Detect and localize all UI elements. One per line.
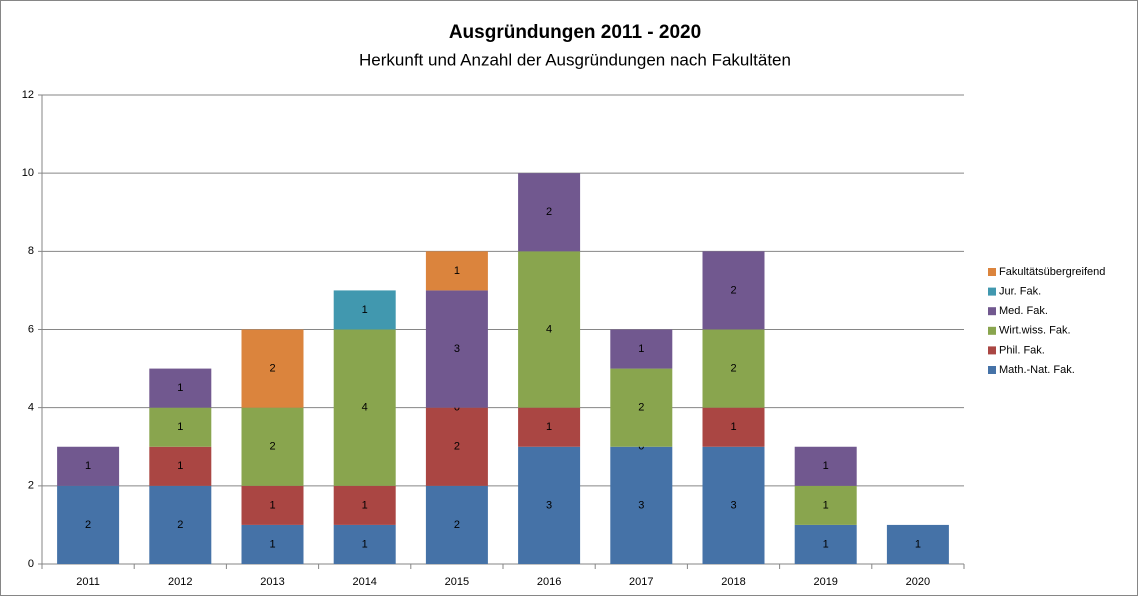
x-tick-label: 2013 xyxy=(260,576,284,588)
y-tick-label: 10 xyxy=(22,167,34,179)
data-label: 2 xyxy=(546,206,552,218)
data-label: 1 xyxy=(823,499,829,511)
y-tick-label: 2 xyxy=(28,480,34,492)
data-label: 4 xyxy=(546,323,552,335)
legend-swatch xyxy=(988,287,996,296)
bar-segment xyxy=(794,446,857,486)
bar-segment xyxy=(610,446,673,564)
data-label: 1 xyxy=(823,460,829,472)
bar-segment xyxy=(702,251,765,330)
legend-label: Med. Fak. xyxy=(999,305,1048,317)
data-label: 3 xyxy=(730,499,736,511)
data-label: 2 xyxy=(730,284,736,296)
y-tick-label: 6 xyxy=(28,323,34,335)
data-label: 1 xyxy=(362,538,368,550)
data-label: 1 xyxy=(177,421,183,433)
bar-segment xyxy=(794,524,857,564)
y-tick-label: 0 xyxy=(28,558,34,570)
data-label: 3 xyxy=(638,499,644,511)
legend-label: Wirt.wiss. Fak. xyxy=(999,325,1071,337)
bar-segment xyxy=(149,485,212,564)
y-tick-label: 4 xyxy=(28,402,34,414)
bar-segment xyxy=(702,407,765,447)
x-tick-label: 2018 xyxy=(721,576,745,588)
bar-segment xyxy=(886,524,949,564)
bar-segment xyxy=(518,251,581,408)
legend-label: Fakultätsübergreifend xyxy=(999,266,1105,278)
bar-segment xyxy=(794,485,857,525)
bar-segment xyxy=(57,485,120,564)
bar-segment xyxy=(425,251,488,291)
x-tick-label: 2014 xyxy=(352,576,376,588)
data-label: 1 xyxy=(638,343,644,355)
data-label: 3 xyxy=(454,343,460,355)
bar-segment xyxy=(333,524,396,564)
data-label: 1 xyxy=(177,382,183,394)
bar-segment xyxy=(518,173,581,252)
bar-segment xyxy=(333,485,396,525)
bar-segment xyxy=(425,407,488,486)
legend-swatch xyxy=(988,307,996,316)
bar-segment xyxy=(149,446,212,486)
chart-title: Ausgründungen 2011 - 2020 xyxy=(449,22,701,43)
data-label: 1 xyxy=(546,421,552,433)
x-tick-label: 2017 xyxy=(629,576,653,588)
data-label: 2 xyxy=(454,441,460,453)
data-label: 1 xyxy=(269,499,275,511)
data-label: 1 xyxy=(915,538,921,550)
bar-segment xyxy=(241,485,304,525)
legend-label: Phil. Fak. xyxy=(999,344,1045,356)
legend-swatch xyxy=(988,346,996,355)
bar-segment xyxy=(149,407,212,447)
data-label: 1 xyxy=(362,499,368,511)
data-label: 2 xyxy=(269,441,275,453)
legend-label: Jur. Fak. xyxy=(999,286,1041,298)
data-label: 2 xyxy=(454,519,460,531)
data-label: 2 xyxy=(177,519,183,531)
x-tick-label: 2011 xyxy=(76,576,100,588)
y-tick-label: 8 xyxy=(28,245,34,257)
data-label: 2 xyxy=(269,362,275,374)
bar-segment xyxy=(241,329,304,408)
legend-swatch xyxy=(988,326,996,335)
x-tick-label: 2019 xyxy=(813,576,837,588)
x-tick-label: 2015 xyxy=(445,576,469,588)
bar-segment xyxy=(518,407,581,447)
data-label: 4 xyxy=(362,402,368,414)
bar-segment xyxy=(333,329,396,486)
bar-segment xyxy=(425,290,488,408)
data-label: 1 xyxy=(362,304,368,316)
data-label: 1 xyxy=(269,538,275,550)
bar-segment xyxy=(610,329,673,369)
legend-label: Math.-Nat. Fak. xyxy=(999,364,1075,376)
data-label: 1 xyxy=(454,265,460,277)
data-label: 3 xyxy=(546,499,552,511)
data-label: 2 xyxy=(638,402,644,414)
x-tick-label: 2012 xyxy=(168,576,192,588)
data-label: 1 xyxy=(730,421,736,433)
bar-segment xyxy=(610,368,673,447)
bar-segment xyxy=(149,368,212,408)
chart-subtitle: Herkunft und Anzahl der Ausgründungen na… xyxy=(359,50,791,69)
bar-segment xyxy=(241,407,304,486)
legend-swatch xyxy=(988,366,996,374)
data-label: 1 xyxy=(85,460,91,472)
data-label: 2 xyxy=(730,362,736,374)
y-tick-label: 12 xyxy=(22,89,34,101)
bar-segment xyxy=(702,446,765,564)
x-tick-label: 2020 xyxy=(906,576,930,588)
bar-segment xyxy=(57,446,120,486)
legend-swatch xyxy=(988,268,996,276)
bar-segment xyxy=(425,485,488,564)
bar-segment xyxy=(241,524,304,564)
data-label: 2 xyxy=(85,519,91,531)
bar-segment xyxy=(333,290,396,330)
bar-segment xyxy=(518,446,581,564)
data-label: 1 xyxy=(177,460,183,472)
bar-segment xyxy=(702,329,765,408)
x-tick-label: 2016 xyxy=(537,576,561,588)
data-label: 1 xyxy=(823,538,829,550)
